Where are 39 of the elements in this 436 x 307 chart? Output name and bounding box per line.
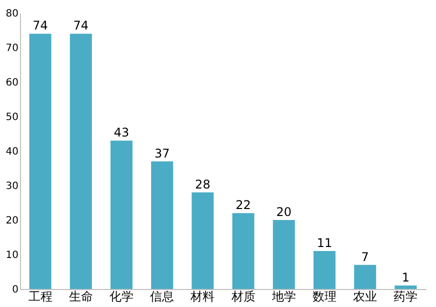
y-tick-label: 80 — [6, 8, 18, 20]
bar — [354, 264, 376, 289]
bar — [272, 220, 295, 289]
data-label: 11 — [316, 236, 332, 250]
y-tick-label: 40 — [6, 146, 18, 158]
bar — [394, 286, 417, 289]
x-tick-label: 生命 — [68, 290, 93, 304]
x-tick-label: 工程 — [28, 290, 52, 304]
y-tick-label: 70 — [6, 43, 18, 54]
y-tick-label: 10 — [6, 250, 18, 261]
x-tick-label: 信息 — [150, 290, 174, 304]
data-label: 74 — [32, 18, 48, 33]
x-tick-label: 数理 — [312, 290, 336, 304]
data-label: 43 — [114, 126, 130, 140]
y-tick-label: 30 — [6, 181, 18, 192]
x-tick-label: 材料 — [190, 290, 215, 304]
bar — [192, 192, 214, 289]
data-label: 22 — [236, 198, 251, 212]
y-tick-label: 50 — [6, 112, 18, 123]
data-label: 20 — [276, 205, 292, 219]
bar — [110, 140, 132, 289]
x-tick-label: 农业 — [353, 290, 378, 304]
x-tick-label: 药学 — [394, 290, 418, 304]
bar — [314, 251, 336, 289]
y-tick-label: 60 — [6, 78, 18, 88]
y-tick-label: 20 — [6, 216, 18, 226]
bar — [232, 213, 254, 289]
x-tick-label: 化学 — [110, 290, 134, 304]
bar — [29, 34, 52, 289]
data-label: 7 — [361, 250, 369, 264]
data-label: 28 — [195, 177, 210, 192]
x-tick-label: 材质 — [230, 290, 256, 304]
data-label: 74 — [73, 18, 89, 33]
data-label: 1 — [402, 270, 410, 285]
bar — [70, 34, 92, 289]
bar — [151, 161, 174, 289]
x-tick-label: 地学 — [270, 290, 296, 304]
y-tick-label: 0 — [12, 284, 18, 296]
data-label: 37 — [154, 146, 170, 160]
